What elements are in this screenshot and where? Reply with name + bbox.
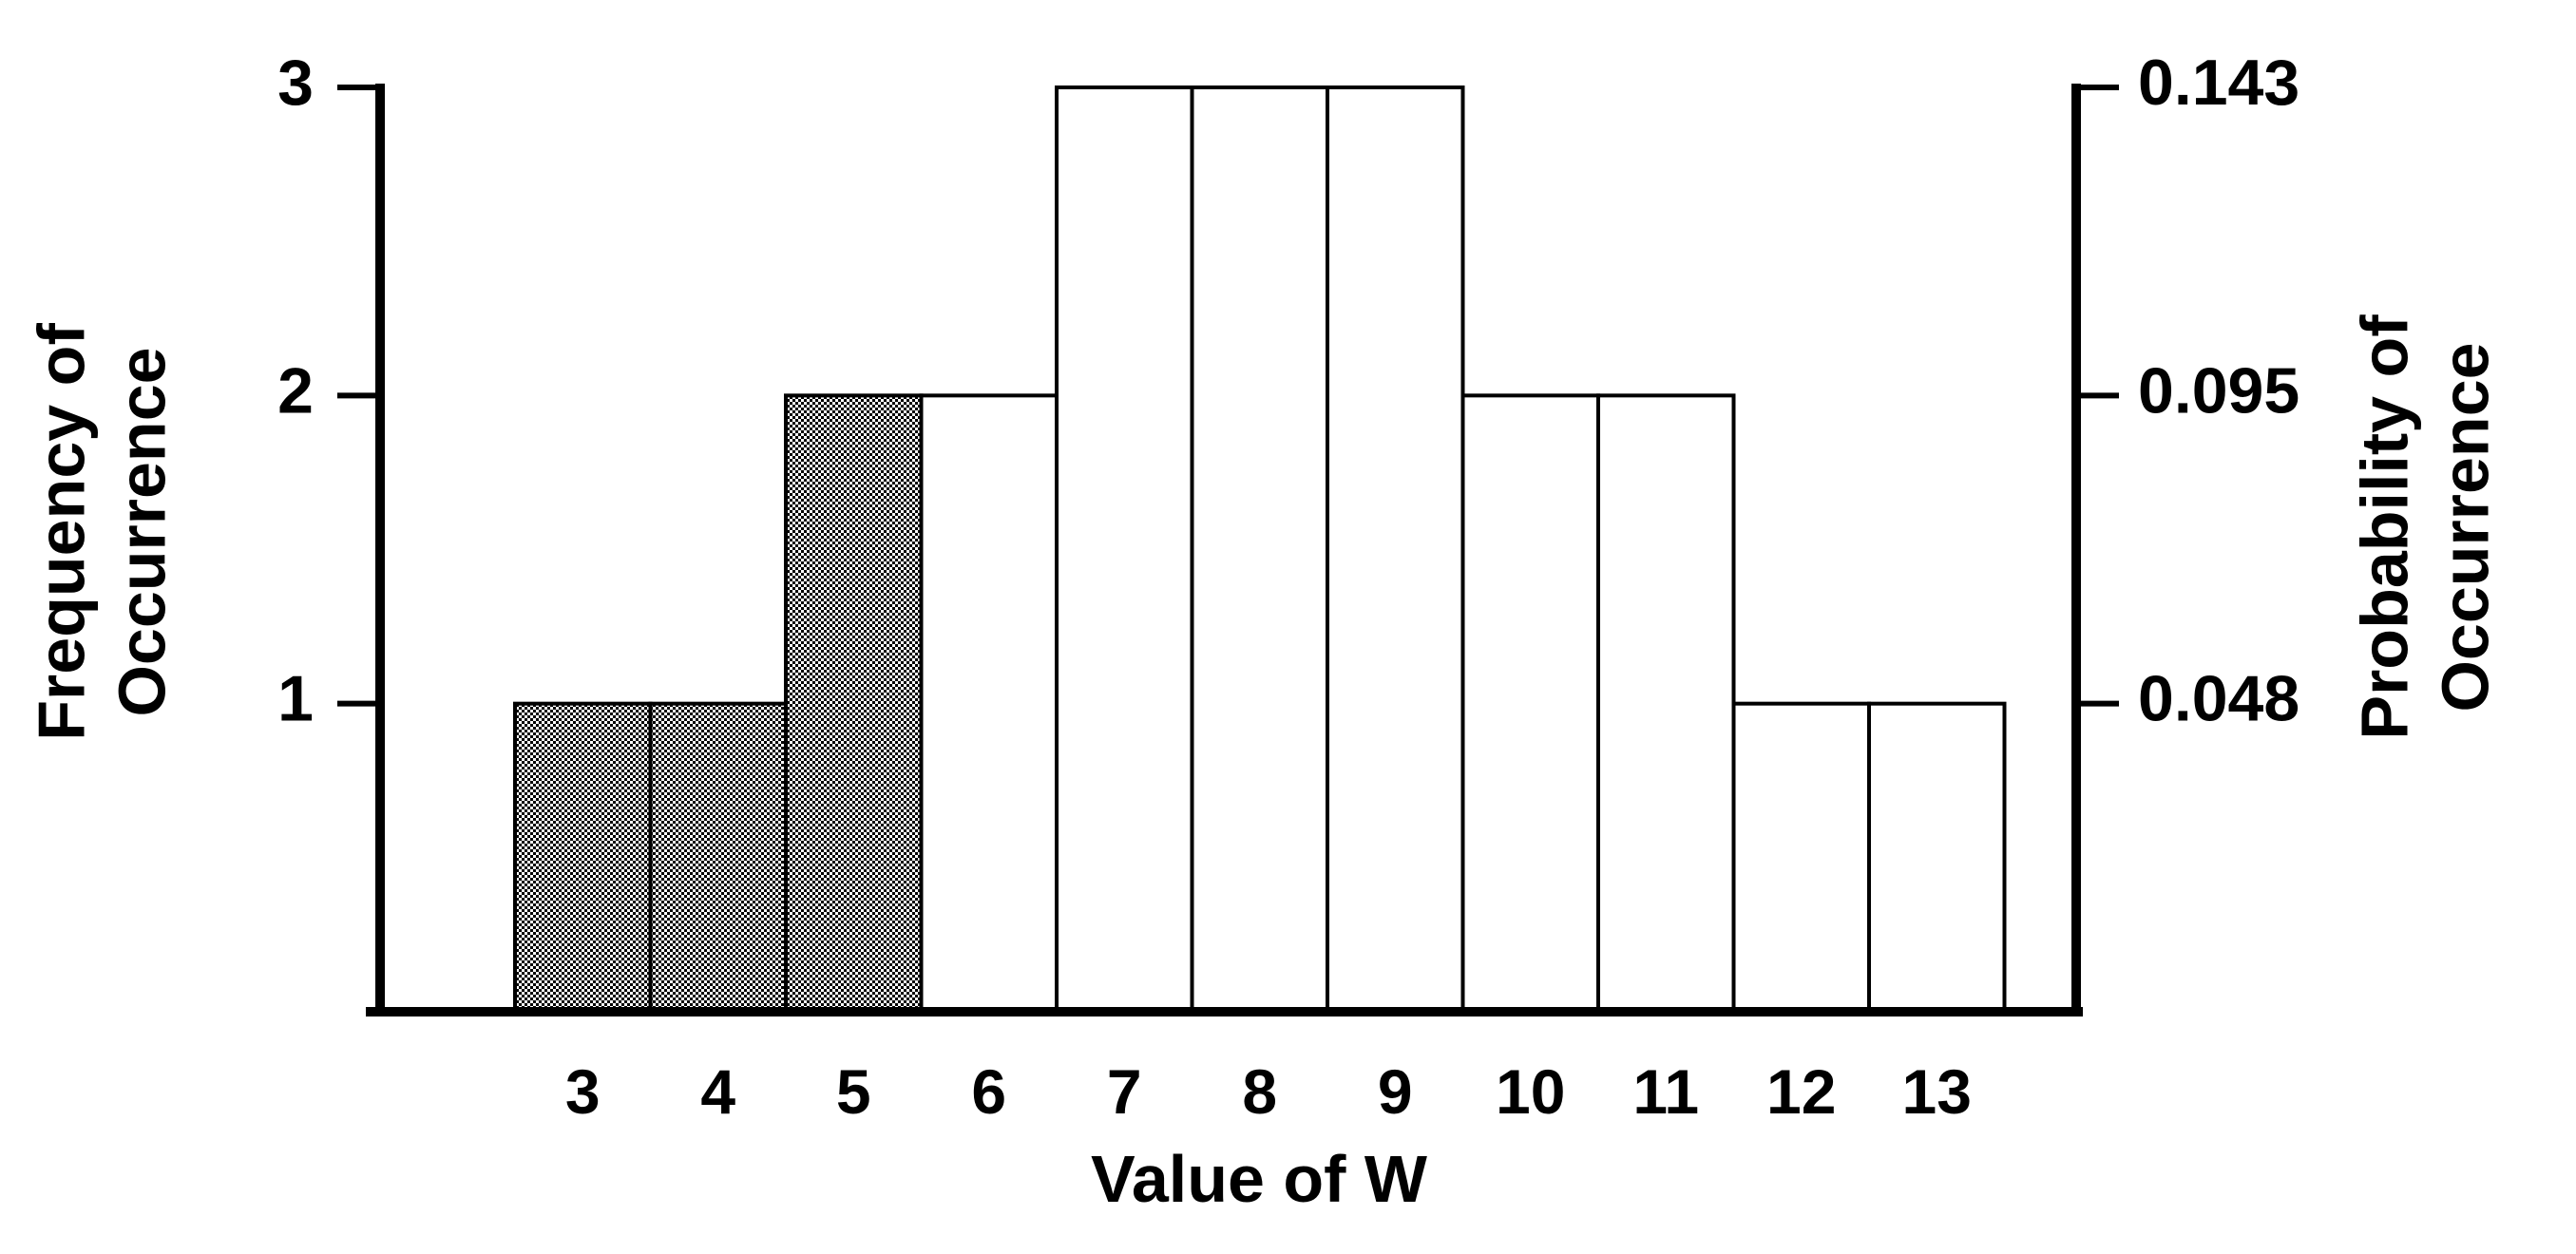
y-tick-label-3: 3 [277,47,314,119]
x-tick-label-3: 3 [565,1056,601,1127]
x-tick-label-5: 5 [836,1056,871,1127]
y-tick-label-1: 1 [277,663,314,735]
bar-11 [1596,393,1736,1015]
x-tick-label-10: 10 [1496,1056,1565,1127]
y2-tick-label-0.095: 0.095 [2138,354,2299,427]
bar-8 [1190,86,1329,1014]
x-tick-label-11: 11 [1632,1056,1699,1127]
x-tick-label-8: 8 [1242,1056,1277,1127]
axes-layer: 1 2 3 0.048 0.095 0.143 [277,47,2299,1016]
y-tick-label-2: 2 [277,354,314,427]
bar-4 [648,701,788,1015]
bar-9 [1326,86,1465,1014]
y2-tick-label-0.048: 0.048 [2138,663,2299,735]
y2-tick-label-0.143: 0.143 [2138,47,2299,119]
bar-3 [513,701,653,1015]
x-tick-label-13: 13 [1902,1056,1972,1127]
y2-axis-title-line-2: Occurrence [2428,342,2502,712]
y2-axis-title-line-1: Probability of [2347,314,2421,740]
bar-5 [784,393,924,1015]
y-axis-title-line-1: Frequency of [24,323,98,741]
bar-6 [919,393,1059,1015]
y-axis-title-line-2: Occurrence [105,347,179,716]
bars-layer: 3 4 5 6 7 8 9 10 11 12 13 [513,86,2007,1127]
bar-13 [1867,701,2007,1015]
x-tick-label-6: 6 [971,1056,1006,1127]
bar-12 [1731,701,1871,1015]
labels-layer: Value of W Frequency of Occurrence Proba… [24,314,2502,1216]
bar-7 [1055,86,1194,1014]
x-axis-title: Value of W [1091,1142,1427,1216]
x-tick-label-9: 9 [1378,1056,1413,1127]
x-tick-label-7: 7 [1107,1056,1142,1127]
bar-10 [1460,393,1600,1015]
x-tick-label-4: 4 [700,1056,735,1127]
x-tick-label-12: 12 [1766,1056,1836,1127]
